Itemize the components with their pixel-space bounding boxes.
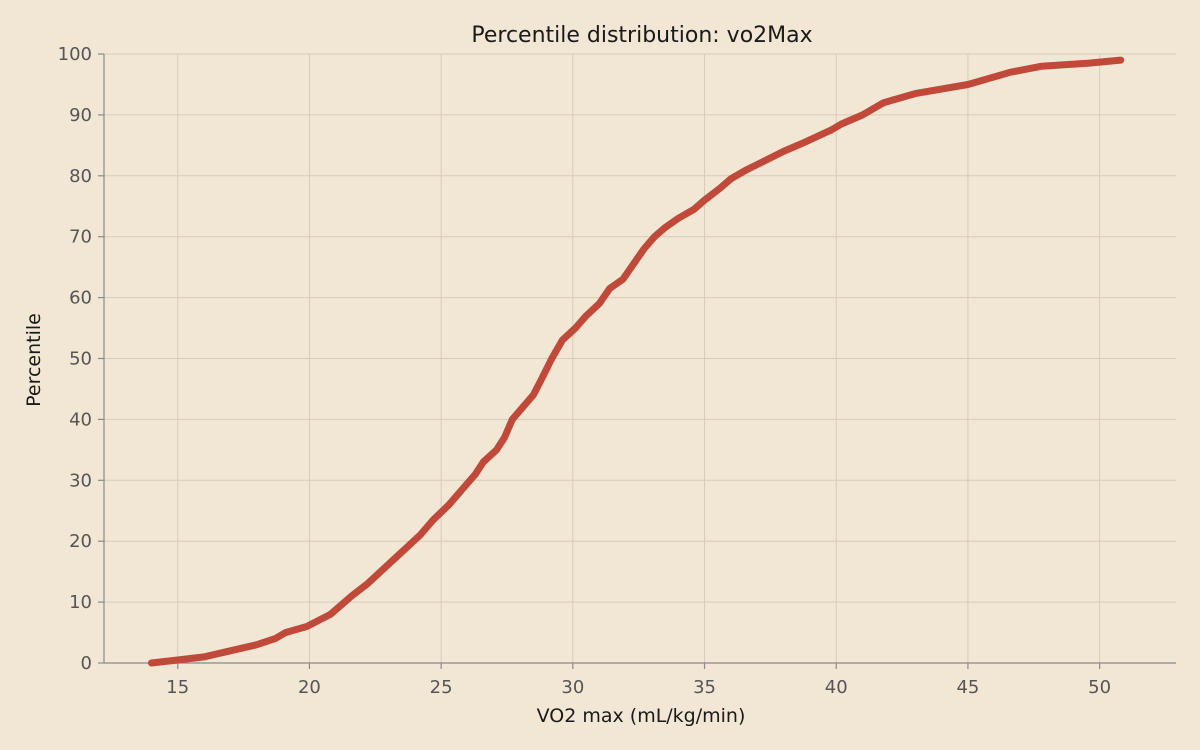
x-tick-label: 15 (166, 677, 189, 698)
axes: 0 10 20 30 40 50 60 70 80 90 100 15 20 25 30 35 40 45 50 (58, 44, 1176, 698)
x-tick-label: 20 (298, 677, 321, 698)
y-tick-label: 70 (69, 227, 92, 248)
y-tick-label: 0 (81, 653, 92, 674)
y-tick-label: 10 (69, 592, 92, 613)
y-tick-label: 100 (58, 44, 92, 65)
x-axis-label: VO2 max (mL/kg/min) (537, 705, 746, 727)
y-tick-label: 30 (69, 470, 92, 491)
series-line (147, 56, 1125, 667)
y-tick-label: 90 (69, 105, 92, 126)
series (147, 56, 1125, 667)
y-tick-label: 20 (69, 531, 92, 552)
x-tick-label: 50 (1088, 677, 1111, 698)
y-tick-label: 40 (69, 409, 92, 430)
x-tick-label: 30 (561, 677, 584, 698)
x-tick-label: 35 (693, 677, 716, 698)
x-tick-label: 25 (430, 677, 453, 698)
x-tick-label: 45 (956, 677, 979, 698)
grid (104, 53, 1176, 664)
y-tick-label: 50 (69, 349, 92, 370)
chart-title: Percentile distribution: vo2Max (471, 23, 812, 48)
y-axis-label: Percentile (23, 313, 45, 407)
x-tick-label: 40 (825, 677, 848, 698)
y-tick-label: 60 (69, 288, 92, 309)
y-tick-label: 80 (69, 166, 92, 187)
